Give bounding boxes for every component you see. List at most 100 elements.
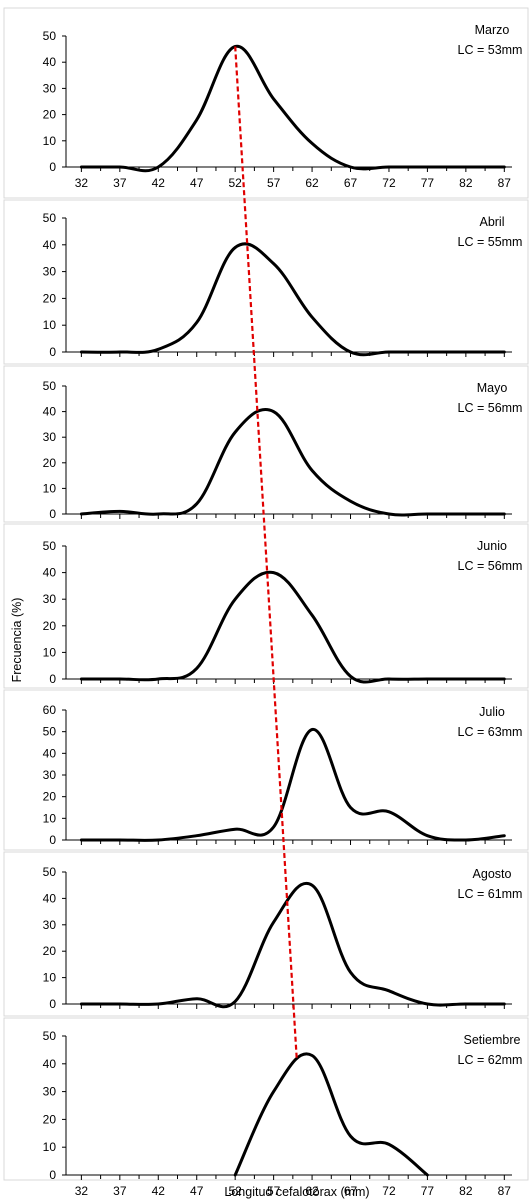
y-tick-label: 30 bbox=[43, 265, 57, 279]
panel-mayo: 0 10 20 30 40 50 Mayo LC = 56mm bbox=[3, 365, 529, 523]
y-tick-label: 30 bbox=[43, 918, 57, 932]
y-tick-label: 50 bbox=[43, 29, 57, 43]
y-tick-label: 20 bbox=[43, 944, 57, 958]
y-tick-label: 50 bbox=[43, 865, 57, 879]
x-tick-label: 72 bbox=[382, 176, 396, 190]
y-tick-label: 10 bbox=[43, 1140, 57, 1154]
y-tick-label: 40 bbox=[43, 55, 57, 69]
x-tick-label: 32 bbox=[75, 1184, 89, 1198]
y-tick-label: 20 bbox=[43, 291, 57, 305]
panel-frame bbox=[3, 851, 529, 1017]
x-tick-label: 87 bbox=[498, 176, 512, 190]
series-line-abril bbox=[79, 242, 506, 357]
panel-frame bbox=[3, 689, 529, 851]
y-tick-label: 40 bbox=[43, 566, 57, 580]
panel-subtitle: LC = 55mm bbox=[458, 235, 523, 249]
panel-subtitle: LC = 63mm bbox=[458, 725, 523, 739]
x-axis-title: Longitud cefalotórax (mm) bbox=[224, 1185, 369, 1199]
y-tick-label: 20 bbox=[43, 108, 57, 122]
y-tick-label: 40 bbox=[43, 238, 57, 252]
y-tick-label: 40 bbox=[43, 891, 57, 905]
panel-subtitle: LC = 62mm bbox=[458, 1053, 523, 1067]
y-tick-label: 30 bbox=[43, 592, 57, 606]
panel-frame bbox=[3, 7, 529, 199]
panel-subtitle: LC = 61mm bbox=[458, 887, 523, 901]
y-tick-label: 0 bbox=[49, 507, 56, 521]
panel-frame bbox=[3, 365, 529, 523]
y-tick-label: 50 bbox=[43, 379, 57, 393]
x-tick-label: 32 bbox=[75, 176, 89, 190]
panel-title: Julio bbox=[479, 705, 505, 719]
y-tick-label: 30 bbox=[43, 1085, 57, 1099]
x-tick-label: 67 bbox=[344, 1184, 358, 1198]
y-tick-label: 0 bbox=[49, 1168, 56, 1182]
series-line-setiembre bbox=[233, 1052, 429, 1177]
y-tick-label: 40 bbox=[43, 1057, 57, 1071]
y-tick-label: 10 bbox=[43, 318, 57, 332]
panel-title: Junio bbox=[477, 539, 507, 553]
panel-title: Abril bbox=[479, 215, 504, 229]
y-tick-label: 30 bbox=[43, 430, 57, 444]
panel-title: Setiembre bbox=[464, 1033, 521, 1047]
y-tick-label: 30 bbox=[43, 768, 57, 782]
panel-frame bbox=[3, 1017, 529, 1181]
panel-agosto: 0 10 20 30 40 50 Agosto LC = 61mm bbox=[3, 851, 529, 1017]
panel-title: Marzo bbox=[475, 23, 510, 37]
y-tick-label: 50 bbox=[43, 1029, 57, 1043]
y-tick-label: 20 bbox=[43, 619, 57, 633]
y-tick-label: 40 bbox=[43, 746, 57, 760]
x-tick-label: 77 bbox=[421, 176, 435, 190]
x-tick-label: 52 bbox=[228, 1184, 242, 1198]
panel-setiembre: 0 10 20 30 40 50 32 37 42 47 52 57 62 67 72 77 82 87 Setie… bbox=[3, 1017, 529, 1198]
x-tick-label: 47 bbox=[190, 1184, 204, 1198]
x-tick-label: 77 bbox=[421, 1184, 435, 1198]
x-tick-label: 87 bbox=[498, 1184, 512, 1198]
y-tick-label: 20 bbox=[43, 456, 57, 470]
series-line-julio bbox=[79, 728, 506, 842]
x-tick-label: 82 bbox=[459, 176, 473, 190]
mode-trend-line bbox=[234, 46, 298, 1059]
x-tick-label: 57 bbox=[267, 176, 281, 190]
x-tick-label: 82 bbox=[459, 1184, 473, 1198]
panel-frame bbox=[3, 199, 529, 365]
panel-junio: 0 10 20 30 40 50 Junio LC = 56mm bbox=[3, 523, 529, 689]
y-tick-label: 0 bbox=[49, 672, 56, 686]
panel-title: Agosto bbox=[473, 867, 512, 881]
panel-title: Mayo bbox=[477, 381, 508, 395]
panel-frame bbox=[3, 523, 529, 689]
y-tick-label: 50 bbox=[43, 211, 57, 225]
y-tick-label: 10 bbox=[43, 481, 57, 495]
x-tick-label: 52 bbox=[228, 176, 242, 190]
y-tick-label: 0 bbox=[49, 833, 56, 847]
x-tick-label: 42 bbox=[152, 1184, 166, 1198]
panel-abril: 0 10 20 30 40 50 Abril LC = 55mm bbox=[3, 199, 529, 365]
panel-subtitle: LC = 53mm bbox=[458, 43, 523, 57]
y-tick-label: 10 bbox=[43, 811, 57, 825]
x-tick-label: 67 bbox=[344, 176, 358, 190]
series-line-marzo bbox=[79, 44, 506, 173]
x-tick-label: 57 bbox=[267, 1184, 281, 1198]
panel-subtitle: LC = 56mm bbox=[458, 559, 523, 573]
x-tick-label: 37 bbox=[113, 176, 127, 190]
y-tick-label: 50 bbox=[43, 725, 57, 739]
y-tick-label: 0 bbox=[49, 345, 56, 359]
x-tick-label: 72 bbox=[382, 1184, 396, 1198]
x-tick-label: 37 bbox=[113, 1184, 127, 1198]
y-tick-label: 0 bbox=[49, 997, 56, 1011]
panel-marzo: 0 10 20 30 40 50 32 37 42 47 52 57 62 67 72 77 82 87 Marzo… bbox=[3, 7, 529, 199]
y-tick-label: 10 bbox=[43, 645, 57, 659]
x-tick-label: 62 bbox=[305, 1184, 319, 1198]
x-tick-label: 47 bbox=[190, 176, 204, 190]
x-tick-label: 62 bbox=[305, 176, 319, 190]
panel-julio: 0 10 20 30 40 50 60 Julio LC = 63mm bbox=[3, 689, 529, 851]
y-tick-label: 20 bbox=[43, 1112, 57, 1126]
y-tick-label: 30 bbox=[43, 81, 57, 95]
series-line-junio bbox=[79, 570, 506, 684]
y-tick-label: 60 bbox=[43, 703, 57, 717]
y-tick-label: 10 bbox=[43, 134, 57, 148]
series-line-agosto bbox=[79, 881, 506, 1009]
panel-subtitle: LC = 56mm bbox=[458, 401, 523, 415]
y-tick-label: 50 bbox=[43, 539, 57, 553]
panels-layer: 0 10 20 30 40 50 32 37 42 47 52 57 62 67 72 77 82 87 Marzo… bbox=[3, 7, 529, 1198]
